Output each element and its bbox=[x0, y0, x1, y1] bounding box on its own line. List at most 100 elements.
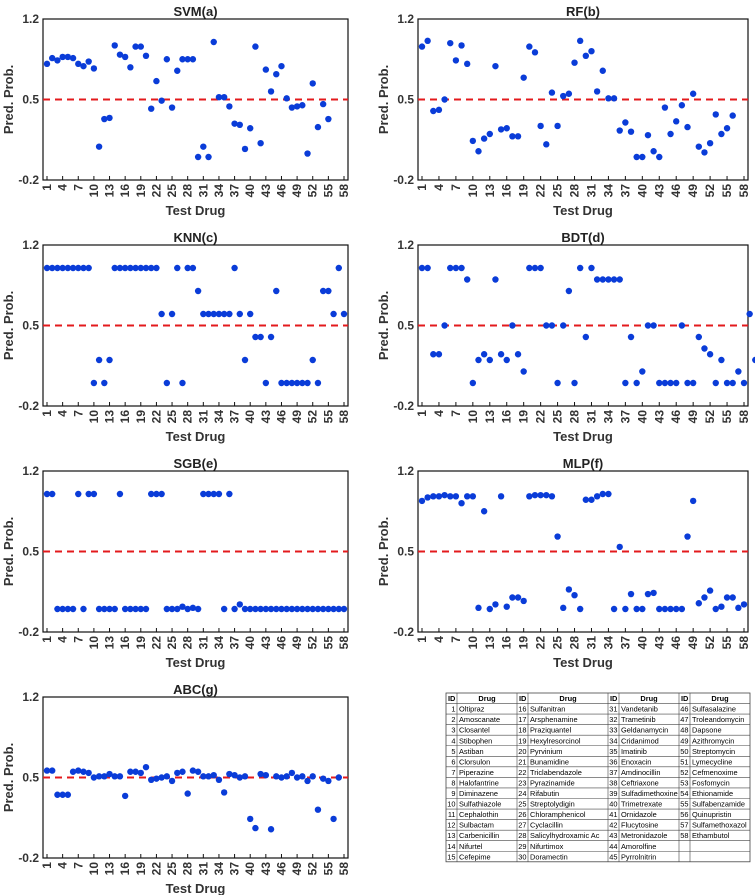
data-point bbox=[661, 605, 669, 613]
data-point bbox=[267, 333, 275, 341]
table-cell-drug: Triclabendazole bbox=[530, 768, 582, 777]
data-point bbox=[304, 379, 311, 387]
x-tick-label: 58 bbox=[737, 636, 751, 650]
data-point bbox=[452, 493, 460, 500]
table-header-id: ID bbox=[681, 694, 689, 703]
data-point bbox=[137, 605, 144, 613]
data-point bbox=[514, 594, 522, 601]
data-point bbox=[304, 605, 311, 613]
data-point bbox=[163, 56, 171, 63]
x-tick-label: 1 bbox=[40, 410, 54, 417]
x-tick-label: 7 bbox=[71, 410, 85, 417]
data-point bbox=[257, 605, 264, 613]
x-tick-label: 52 bbox=[703, 184, 717, 198]
data-point bbox=[469, 493, 477, 500]
x-tick-label: 22 bbox=[534, 410, 548, 424]
data-point bbox=[231, 120, 238, 127]
data-point bbox=[673, 118, 680, 125]
data-point bbox=[75, 767, 82, 774]
data-point bbox=[319, 287, 327, 295]
data-point bbox=[262, 772, 270, 779]
table-cell-drug: Stibophen bbox=[459, 736, 492, 745]
x-tick-label: 31 bbox=[196, 410, 210, 424]
data-point bbox=[520, 74, 527, 81]
data-point bbox=[85, 769, 92, 777]
table-cell-drug: Sulfabenzamide bbox=[692, 800, 745, 809]
table-cell-drug: Sulfasalazine bbox=[692, 705, 736, 714]
data-point bbox=[314, 123, 322, 131]
data-point bbox=[639, 605, 646, 613]
x-tick-label: 1 bbox=[415, 184, 429, 191]
data-point bbox=[158, 97, 165, 104]
data-point bbox=[430, 107, 437, 115]
data-point bbox=[153, 490, 160, 498]
x-tick-label: 37 bbox=[618, 636, 632, 650]
table-cell-id: 38 bbox=[609, 778, 617, 787]
data-point bbox=[458, 264, 465, 272]
data-point bbox=[127, 768, 134, 775]
y-tick-label: -0.2 bbox=[18, 625, 39, 639]
data-point bbox=[142, 763, 150, 771]
x-tick-label: 31 bbox=[196, 184, 210, 198]
table-cell-drug: Praziquantel bbox=[530, 726, 571, 735]
table-cell-drug: Salicylhydroxamic Ac bbox=[530, 831, 600, 840]
chart-panel: ABC(g) -0.2 0.5 1.2 Pred. Prob. 1 4 7 10 13 16 19 22… bbox=[1, 682, 351, 895]
x-tick-label: 13 bbox=[103, 862, 117, 876]
table-cell-id: 35 bbox=[609, 747, 617, 756]
data-point bbox=[689, 90, 697, 97]
x-tick-label: 28 bbox=[181, 862, 195, 876]
data-point bbox=[299, 605, 306, 613]
data-point bbox=[325, 605, 332, 613]
data-point bbox=[531, 49, 539, 56]
table-cell-id: 14 bbox=[447, 842, 455, 851]
table-cell-drug: Cephalothin bbox=[459, 810, 498, 819]
data-point bbox=[241, 605, 249, 613]
data-point bbox=[319, 100, 327, 108]
chart-title: BDT(d) bbox=[561, 230, 604, 245]
y-tick-label: 1.2 bbox=[397, 238, 414, 252]
x-tick-label: 37 bbox=[618, 410, 632, 424]
data-point bbox=[599, 67, 606, 74]
y-tick-label: -0.2 bbox=[18, 851, 39, 865]
x-tick-label: 4 bbox=[432, 410, 446, 417]
data-point bbox=[712, 111, 719, 118]
data-point bbox=[424, 37, 431, 45]
data-point bbox=[142, 605, 150, 613]
data-point bbox=[447, 39, 454, 47]
x-tick-label: 28 bbox=[568, 410, 582, 424]
table-cell-drug: Chloramphenicol bbox=[530, 810, 586, 819]
data-point bbox=[656, 153, 663, 161]
x-tick-label: 49 bbox=[686, 184, 700, 198]
data-point bbox=[158, 310, 165, 318]
data-point bbox=[95, 605, 103, 613]
table-cell-drug: Nifurtel bbox=[459, 842, 483, 851]
table-cell-id: 42 bbox=[609, 821, 617, 830]
data-point bbox=[418, 497, 426, 505]
data-point bbox=[537, 491, 544, 499]
data-point bbox=[85, 264, 92, 272]
data-point bbox=[205, 490, 212, 498]
table-cell-drug: Trametinib bbox=[621, 715, 656, 724]
data-point bbox=[582, 333, 590, 341]
data-point bbox=[309, 773, 316, 780]
data-point bbox=[148, 776, 155, 783]
data-point bbox=[656, 379, 663, 387]
data-point bbox=[121, 792, 129, 800]
data-point bbox=[142, 52, 150, 59]
data-point bbox=[548, 493, 556, 500]
data-point bbox=[503, 603, 510, 610]
x-tick-label: 31 bbox=[584, 410, 598, 424]
x-tick-label: 16 bbox=[118, 184, 132, 198]
chart-panel: KNN(c) -0.2 0.5 1.2 Pred. Prob. 1 4 7 10 13 16 19 22… bbox=[1, 230, 351, 444]
x-tick-label: 19 bbox=[134, 862, 148, 876]
x-tick-label: 49 bbox=[686, 410, 700, 424]
data-point bbox=[43, 60, 51, 68]
data-point bbox=[153, 775, 160, 782]
x-tick-label: 43 bbox=[652, 184, 666, 198]
y-tick-label: 0.5 bbox=[22, 319, 39, 333]
data-point bbox=[189, 767, 197, 774]
table-cell-drug: Pyrazinamide bbox=[530, 778, 575, 787]
data-point bbox=[54, 57, 61, 64]
x-tick-label: 37 bbox=[228, 184, 242, 198]
data-point bbox=[273, 71, 280, 78]
